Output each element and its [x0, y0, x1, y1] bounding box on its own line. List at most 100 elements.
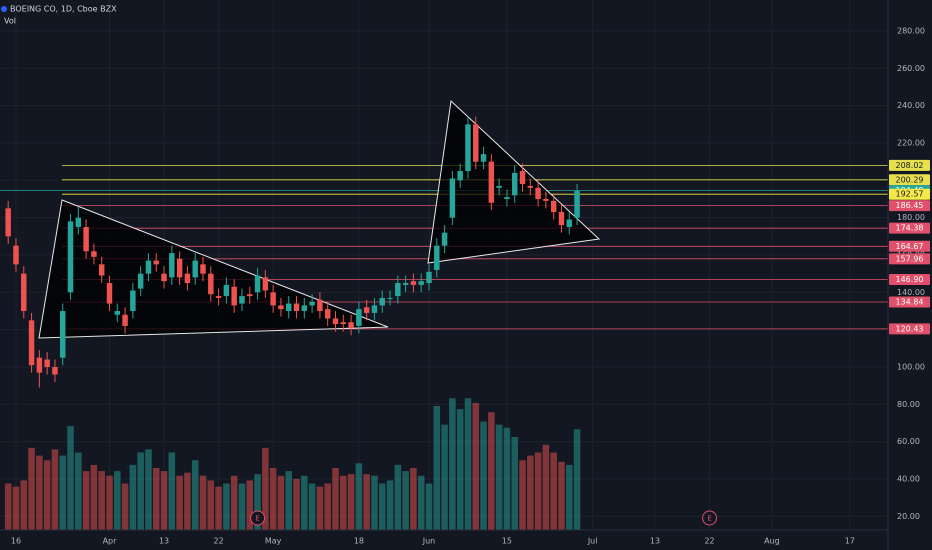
volume-bar	[12, 486, 20, 530]
candle-body	[98, 264, 105, 276]
level-label-bg	[889, 296, 930, 308]
volume-bar	[160, 471, 168, 530]
candle-body	[363, 307, 370, 313]
volume-bar	[184, 472, 191, 530]
candle-body	[387, 297, 393, 299]
candle-body	[145, 260, 152, 274]
candle-body	[332, 318, 339, 325]
volume-bar	[308, 483, 316, 530]
volume-bar	[152, 468, 160, 530]
x-tick-label: May	[265, 537, 282, 546]
volume-bar	[28, 447, 35, 530]
candle-body	[208, 273, 214, 295]
candle-body	[465, 124, 471, 172]
volume-bar	[347, 474, 355, 530]
volume-bar	[176, 475, 183, 530]
candle-body	[379, 297, 385, 306]
volume-bar	[332, 468, 339, 530]
volume-bar	[324, 483, 331, 530]
volume-bar	[59, 455, 67, 530]
volume-bar	[301, 475, 308, 530]
candle-body	[504, 197, 510, 200]
candle-body	[28, 320, 35, 366]
level-label-bg	[889, 240, 930, 252]
volume-bar	[464, 398, 472, 530]
candle-body	[91, 251, 97, 257]
volume-bar	[355, 463, 363, 530]
y-tick-label: 20.00	[897, 512, 920, 521]
chart-title: BOEING CO, 1D, Cboe BZX	[10, 5, 117, 14]
volume-bar	[106, 475, 113, 530]
x-tick-label: Apr	[103, 537, 118, 546]
x-tick-label: 13	[159, 537, 169, 546]
volume-bar	[51, 449, 59, 530]
candle-body	[543, 199, 549, 201]
candle-body	[270, 292, 276, 306]
level-label-bg	[889, 174, 930, 186]
volume-layer	[4, 398, 581, 530]
candle-body	[184, 273, 191, 284]
candle-body	[441, 232, 448, 246]
volume-bar	[168, 452, 176, 530]
volume-bar	[20, 480, 28, 530]
x-tick-label: 22	[704, 537, 714, 546]
volume-bar	[145, 449, 152, 530]
volume-bar	[519, 460, 526, 530]
candle-body	[480, 154, 487, 162]
y-tick-label: 80.00	[897, 400, 920, 409]
volume-bar	[137, 452, 144, 530]
candle-body	[426, 271, 432, 284]
y-tick-label: 40.00	[897, 475, 920, 484]
candles-layer	[5, 116, 580, 388]
candle-body	[395, 283, 401, 297]
candle-body	[153, 260, 159, 265]
candle-body	[535, 187, 541, 200]
volume-bar	[456, 409, 464, 530]
volume-bar	[90, 464, 98, 530]
volume-bar	[495, 424, 503, 530]
volume-bar	[527, 455, 534, 530]
y-tick-label: 140.00	[897, 288, 925, 297]
x-tick-label: Jun	[422, 537, 436, 546]
candle-body	[169, 253, 175, 278]
candle-body	[83, 227, 89, 252]
volume-bar	[277, 475, 285, 530]
candle-body	[566, 219, 572, 228]
volume-bar	[191, 460, 199, 530]
candle-body	[130, 290, 136, 312]
candle-body	[75, 217, 82, 228]
volume-bar	[199, 475, 207, 530]
volume-bar	[472, 402, 480, 530]
candle-body	[239, 296, 245, 304]
y-tick-label: 220.00	[897, 139, 925, 148]
volume-bar	[363, 474, 370, 530]
event-label: E	[707, 515, 711, 523]
candle-body	[457, 171, 463, 181]
level-label: 192.57	[896, 190, 924, 199]
chart-subtitle: Vol	[4, 17, 16, 26]
candle-body	[449, 178, 456, 218]
level-label: 200.29	[896, 175, 924, 184]
x-tick-label: 18	[354, 537, 364, 546]
level-label-bg	[889, 253, 930, 265]
event-marker	[702, 510, 718, 526]
candle-body	[418, 281, 424, 285]
x-tick-label: 17	[845, 537, 855, 546]
candle-body	[114, 311, 121, 315]
volume-bar	[565, 464, 573, 530]
volume-bar	[129, 464, 137, 530]
candle-body	[21, 273, 27, 312]
candle-body	[200, 264, 206, 274]
candle-body	[293, 303, 300, 312]
volume-bar	[82, 471, 90, 530]
candle-body	[496, 185, 502, 188]
level-label: 174.38	[896, 224, 924, 233]
volume-bar	[573, 429, 581, 530]
volume-bar	[254, 474, 261, 530]
volume-bar	[394, 464, 402, 530]
volume-bar	[75, 452, 82, 530]
candle-body	[122, 314, 128, 326]
candle-body	[511, 172, 518, 196]
candle-body	[340, 322, 347, 325]
candle-body	[473, 124, 479, 162]
